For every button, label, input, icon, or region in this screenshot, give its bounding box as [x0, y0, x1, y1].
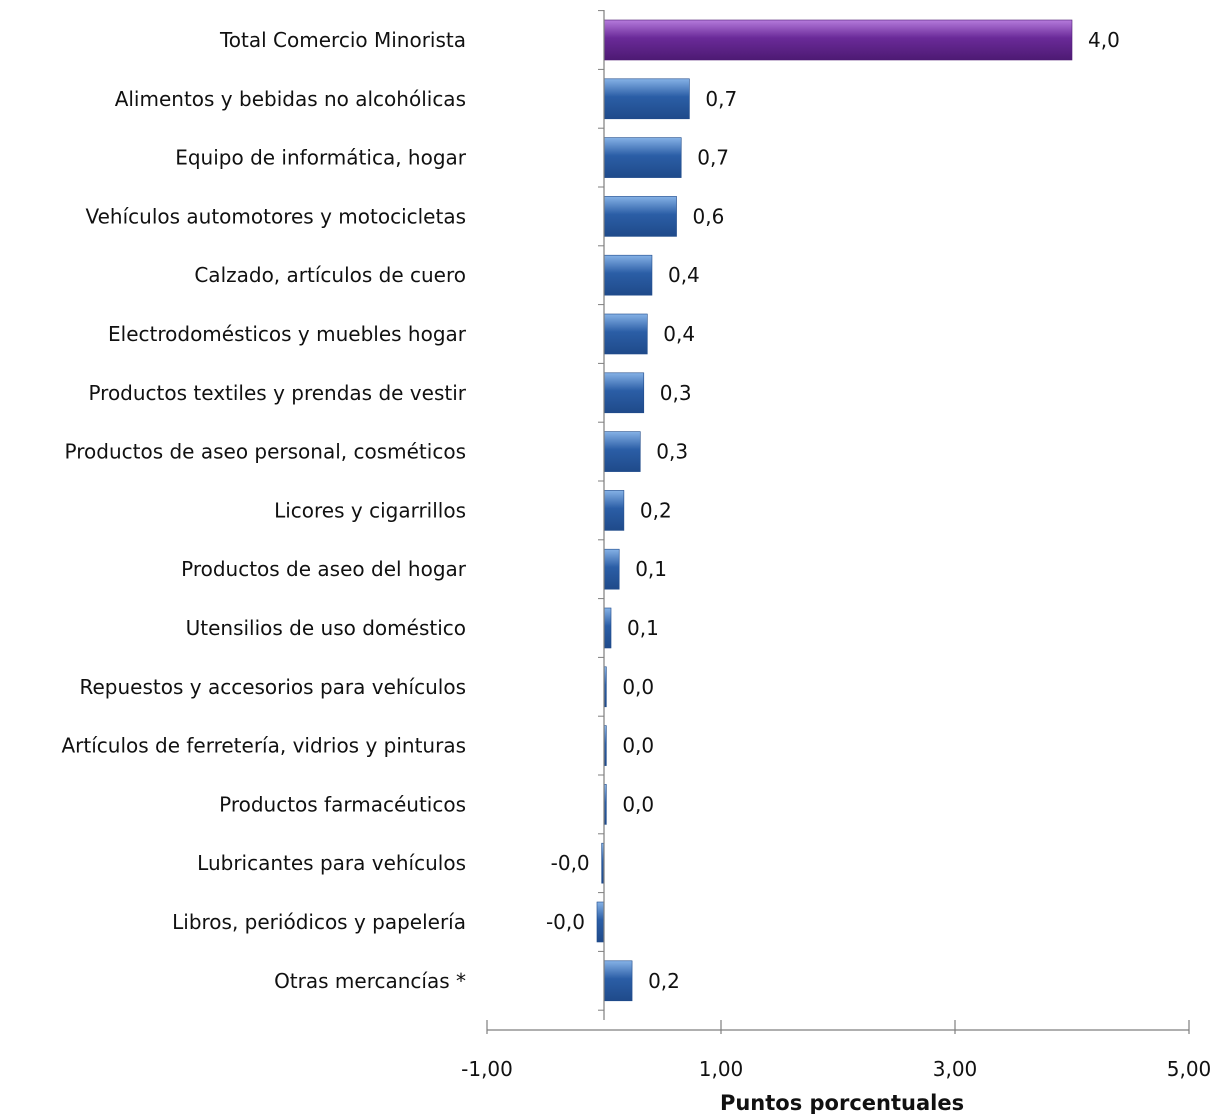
- bar-8: [603, 490, 625, 531]
- bar-10: [603, 607, 612, 649]
- value-label: 0,0: [622, 734, 654, 758]
- category-label: Productos textiles y prendas de vestir: [88, 381, 466, 405]
- category-label: Otras mercancías *: [274, 969, 466, 993]
- category-label: Electrodomésticos y muebles hogar: [108, 322, 467, 346]
- bar-7: [603, 431, 641, 472]
- category-label: Productos de aseo personal, cosméticos: [65, 440, 466, 464]
- value-label: 0,2: [640, 498, 672, 522]
- bar-6: [603, 372, 645, 414]
- x-tick-label: -1,00: [461, 1057, 513, 1081]
- category-label: Productos farmacéuticos: [219, 792, 466, 816]
- category-label: Licores y cigarrillos: [274, 498, 466, 522]
- value-label: 0,0: [622, 792, 654, 816]
- bar-2: [603, 137, 682, 178]
- bar-15: [596, 901, 605, 943]
- category-label: Artículos de ferretería, vidrios y pintu…: [61, 734, 466, 758]
- bar-16: [603, 960, 633, 1002]
- value-label: 4,0: [1088, 28, 1120, 52]
- bar-1: [603, 78, 690, 120]
- value-label: 0,3: [660, 381, 692, 405]
- value-label: 0,2: [648, 969, 680, 993]
- category-label: Vehículos automotores y motocicletas: [86, 204, 467, 228]
- x-axis-title: Puntos porcentuales: [720, 1091, 964, 1114]
- bar-4: [603, 254, 653, 296]
- value-label: 0,0: [622, 675, 654, 699]
- x-tick-label: 3,00: [933, 1057, 978, 1081]
- category-label: Total Comercio Minorista: [219, 28, 466, 52]
- category-label: Utensilios de uso doméstico: [186, 616, 466, 640]
- value-label: -0,0: [546, 910, 585, 934]
- category-label: Productos de aseo del hogar: [181, 557, 467, 581]
- x-tick-label: 1,00: [699, 1057, 744, 1081]
- value-label: 0,7: [697, 146, 729, 170]
- labels: Total Comercio Minorista 4,0 Alimentos y b…: [61, 28, 1211, 1081]
- value-label: 0,6: [693, 204, 725, 228]
- bar-9: [603, 548, 620, 590]
- category-label: Libros, periódicos y papelería: [172, 910, 466, 934]
- value-label: 0,4: [663, 322, 695, 346]
- value-label: -0,0: [551, 851, 590, 875]
- bar-0: [603, 19, 1073, 61]
- category-label: Lubricantes para vehículos: [197, 851, 466, 875]
- value-label: 0,4: [668, 263, 700, 287]
- axes: [486, 10, 1190, 1034]
- bar-5: [603, 313, 648, 355]
- category-label: Calzado, artículos de cuero: [194, 263, 466, 287]
- category-label: Alimentos y bebidas no alcohólicas: [115, 87, 466, 111]
- value-label: 0,1: [635, 557, 667, 581]
- x-tick-label: 5,00: [1167, 1057, 1212, 1081]
- value-label: 0,1: [627, 616, 659, 640]
- value-label: 0,3: [656, 440, 688, 464]
- value-label: 0,7: [705, 87, 737, 111]
- category-label: Equipo de informática, hogar: [175, 146, 467, 170]
- category-label: Repuestos y accesorios para vehículos: [80, 675, 467, 699]
- bar-3: [603, 196, 677, 237]
- bars: [596, 19, 1073, 1002]
